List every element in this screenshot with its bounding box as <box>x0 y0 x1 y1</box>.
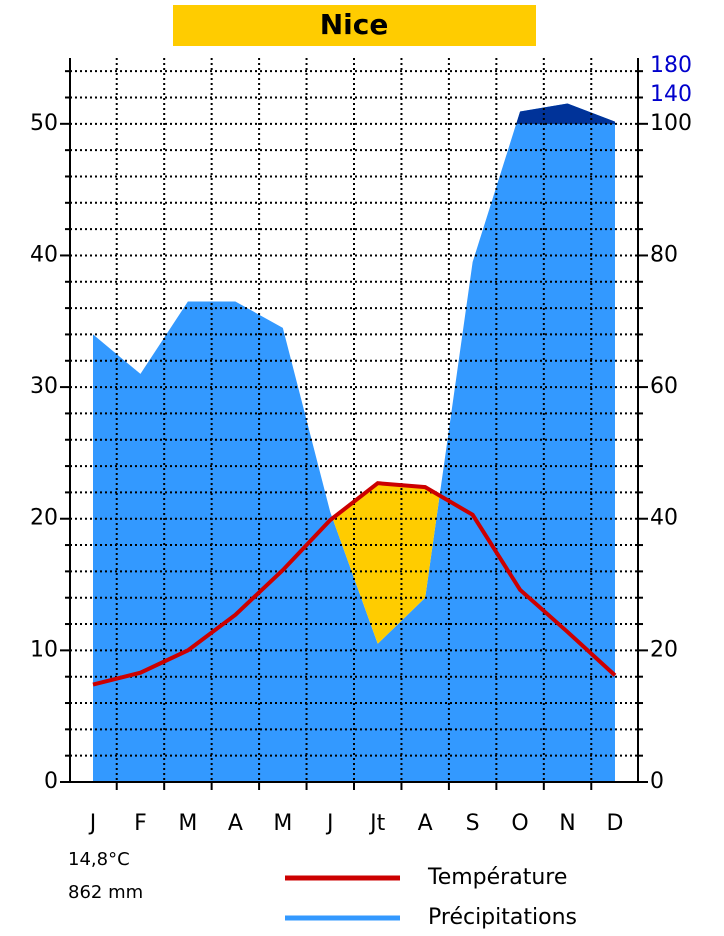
y2-tick-label: 0 <box>650 769 664 794</box>
y2-tick-label: 20 <box>650 637 678 662</box>
x-tick-label: O <box>511 811 528 836</box>
y-tick-label: 50 <box>30 111 58 136</box>
chart-title: Nice <box>320 8 389 41</box>
y-tick-label: 10 <box>30 637 58 662</box>
y2-tick-label: 60 <box>650 374 678 399</box>
x-tick-label: D <box>607 811 624 836</box>
y-tick-label: 0 <box>44 769 58 794</box>
dry-season <box>333 483 440 644</box>
y2-tick-label: 40 <box>650 506 678 531</box>
x-tick-label: M <box>178 811 197 836</box>
y-tick-label: 40 <box>30 242 58 267</box>
y2-tick-label: 180 <box>650 53 692 78</box>
x-tick-label: M <box>273 811 292 836</box>
x-tick-label: J <box>88 811 97 836</box>
title-box <box>173 5 536 46</box>
annotation: 862 mm <box>68 882 143 903</box>
x-tick-label: J <box>325 811 334 836</box>
y2-tick-label: 140 <box>650 82 692 107</box>
x-tick-label: A <box>418 811 433 836</box>
x-tick-label: Jt <box>368 811 385 836</box>
annotation: 14,8°C <box>68 849 130 870</box>
x-tick-label: A <box>228 811 243 836</box>
legend-label: Température <box>427 865 567 890</box>
temperature-line <box>92 481 617 687</box>
y2-tick-label: 80 <box>650 242 678 267</box>
precipitation-area <box>93 103 615 782</box>
x-tick-label: F <box>134 811 147 836</box>
plot: 0 10 20 30 40 50 0 20 40 60 80 100 140 180 J F M A M J Jt A S O… <box>30 53 692 921</box>
y-tick-label: 30 <box>30 374 58 399</box>
y-tick-label: 20 <box>30 506 58 531</box>
y2-tick-label: 100 <box>650 111 692 136</box>
legend-label: Précipitations <box>428 905 577 930</box>
x-tick-label: N <box>559 811 575 836</box>
x-tick-label: S <box>466 811 480 836</box>
